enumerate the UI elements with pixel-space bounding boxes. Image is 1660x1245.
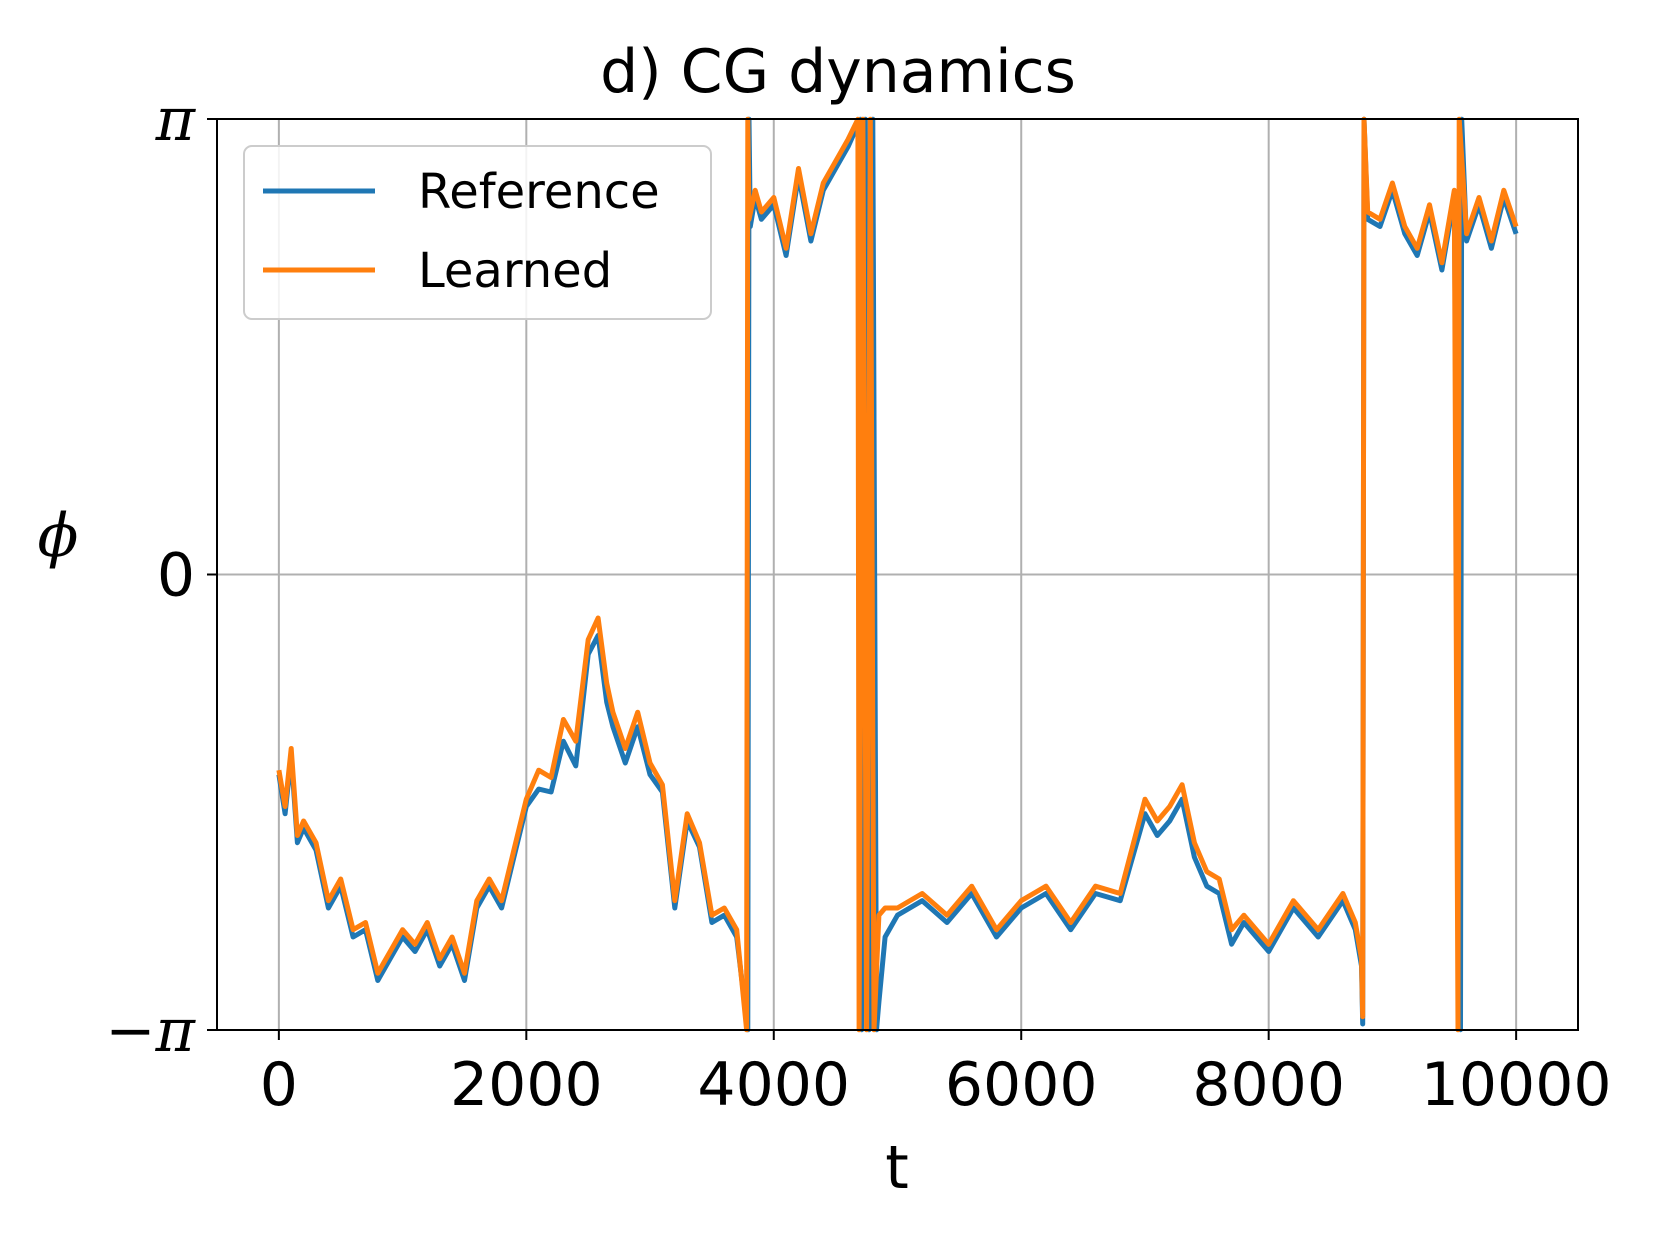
chart-title: d) CG dynamics — [600, 37, 1076, 107]
y-tick-label-2: π — [155, 85, 197, 155]
x-tick-label-1: 2000 — [450, 1050, 603, 1120]
series-line-learned — [276, 116, 1519, 1033]
x-tick-label-0: 0 — [260, 1050, 298, 1120]
x-axis-label: t — [885, 1133, 909, 1203]
legend-label-learned: Learned — [418, 243, 612, 299]
x-tick-label-2: 4000 — [697, 1050, 850, 1120]
y-axis-label: ϕ — [38, 501, 79, 571]
x-tick-label-5: 10000 — [1421, 1050, 1612, 1120]
x-tick-label-4: 8000 — [1192, 1050, 1345, 1120]
legend-label-reference: Reference — [418, 164, 660, 220]
series-layer — [276, 116, 1519, 1033]
x-ticks-layer: 0 2000 4000 6000 8000 10000 — [260, 1030, 1612, 1120]
y-tick-label-1: 0 — [157, 541, 195, 611]
y-ticks-layer: −π 0 π — [105, 85, 217, 1066]
y-tick-label-0: −π — [105, 996, 196, 1066]
x-tick-label-3: 6000 — [945, 1050, 1098, 1120]
legend: Reference Learned — [243, 145, 712, 320]
